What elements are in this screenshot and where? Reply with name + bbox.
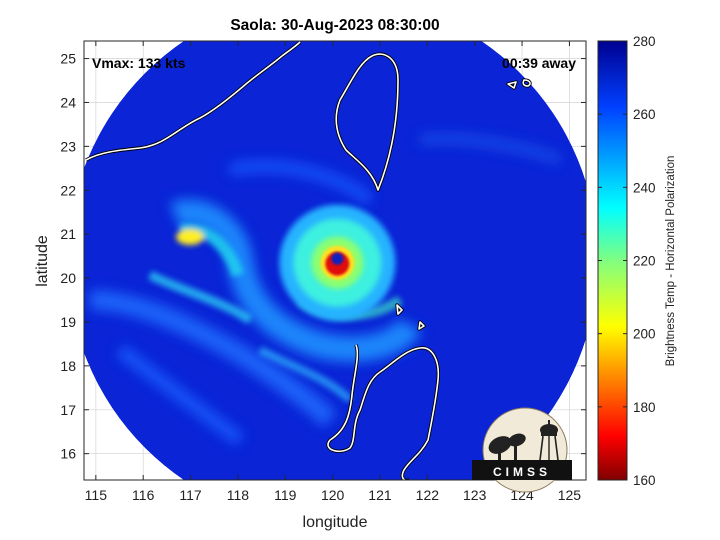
x-tick-label: 122 — [416, 487, 440, 503]
y-tick-label: 22 — [60, 182, 76, 198]
chart-title: Saola: 30-Aug-2023 08:30:00 — [230, 17, 439, 34]
outer-rainbands — [89, 133, 562, 446]
axes-frame — [83, 40, 587, 481]
colorbar — [597, 40, 628, 481]
x-tick-label: 115 — [85, 487, 108, 503]
colorbar-tick-label: 200 — [633, 327, 656, 342]
y-tick-label: 16 — [60, 446, 76, 462]
water-tower-icon — [539, 420, 559, 461]
y-tick-label: 25 — [60, 51, 76, 67]
time-offset-annotation: 00:39 away — [502, 55, 576, 71]
cimss-logo: CIMSS — [472, 407, 572, 493]
colorbar-tick-label: 220 — [633, 254, 656, 269]
y-tick-label: 18 — [60, 358, 76, 374]
colorbar-tick-label: 180 — [633, 400, 656, 415]
axis-ticks — [84, 41, 586, 480]
y-tick-label: 23 — [60, 138, 76, 154]
coastlines — [85, 41, 532, 480]
y-tick-label: 17 — [60, 402, 76, 418]
colorbar-tick-label: 260 — [633, 107, 656, 122]
colorbar-tick-label: 280 — [633, 34, 656, 49]
colorbar-tick-label: 240 — [633, 180, 656, 195]
y-tick-label: 21 — [60, 226, 76, 242]
x-tick-label: 118 — [227, 487, 250, 503]
x-tick-label: 116 — [132, 487, 155, 503]
x-tick-label: 120 — [321, 487, 345, 503]
x-axis-label: longitude — [303, 514, 368, 531]
y-tick-label: 20 — [60, 270, 76, 286]
colorbar-tick-label: 160 — [633, 473, 656, 488]
vmax-annotation: Vmax: 133 kts — [92, 55, 186, 71]
microwave-swath — [84, 41, 586, 480]
x-tick-label: 117 — [179, 487, 202, 503]
y-tick-label: 24 — [60, 94, 76, 110]
colorbar-label: Brightness Temp - Horizontal Polarizatio… — [665, 156, 677, 367]
storm-eye — [331, 252, 344, 265]
y-tick-label: 19 — [60, 314, 76, 330]
colorbar-ticks: 160 180 200 220 240 260 280 — [598, 34, 656, 488]
y-tick-labels: 16 17 18 19 20 21 22 23 24 25 — [60, 51, 76, 462]
y-axis-label: latitude — [34, 235, 51, 287]
x-tick-label: 125 — [558, 487, 582, 503]
cimss-logo-text: CIMSS — [493, 465, 551, 479]
x-tick-labels: 115 116 117 118 119 120 121 122 123 124 125 — [85, 487, 582, 503]
x-tick-label: 121 — [368, 487, 392, 503]
x-tick-label: 123 — [463, 487, 487, 503]
x-tick-label: 119 — [274, 487, 297, 503]
satellite-dish-icon — [488, 433, 526, 460]
storm-core — [279, 204, 396, 321]
